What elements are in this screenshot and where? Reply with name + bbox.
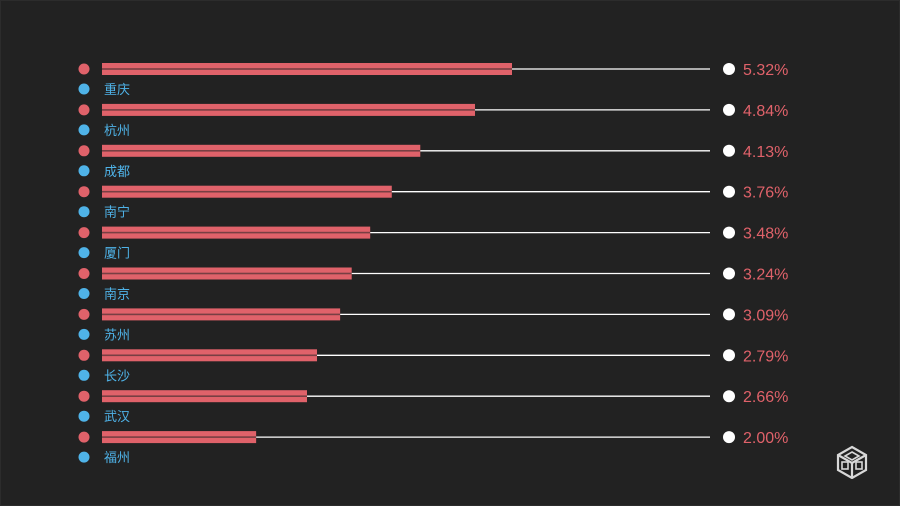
category-marker-dot [78,83,90,95]
category-label: 重庆 [104,82,130,98]
value-label: 4.13% [743,144,788,161]
bar-stripe [102,190,392,193]
value-label: 3.76% [743,185,788,202]
category-label: 厦门 [104,247,130,262]
bar-stripe [102,109,476,111]
value-label: 2.00% [743,430,788,447]
bar-stripe [102,436,257,438]
bar-marker-dot [78,104,90,116]
bar-marker-dot [78,349,90,361]
end-dot [723,431,735,444]
category-marker-dot [78,328,90,340]
bar-stripe [102,272,352,275]
category-label: 长沙 [104,369,130,384]
bar-row: 3.09% 苏州 [78,307,788,343]
end-dot [723,390,735,403]
end-dot [723,185,735,198]
bar-row: 5.32% 重庆 [78,62,788,98]
category-marker-dot [78,451,90,463]
bar-marker-dot [78,431,90,443]
end-dot [723,349,735,362]
bar-marker-dot [78,268,90,279]
bar-row: 3.48% 厦门 [78,226,788,262]
bar-stripe [102,354,318,357]
bar-row: 3.24% 南京 [78,267,788,303]
end-dot [723,63,735,75]
category-marker-dot [78,206,90,218]
value-label: 3.09% [743,307,788,324]
bar-marker-dot [78,390,90,402]
category-label: 福州 [104,451,130,466]
bar-stripe [102,231,371,234]
category-marker-dot [78,369,90,381]
bar-row: 4.13% 成都 [78,144,788,180]
category-label: 杭州 [104,124,130,139]
category-marker-dot [78,247,90,259]
cube-logo-icon [836,445,868,479]
category-label: 武汉 [104,410,130,425]
bar-marker-dot [78,186,90,198]
value-label: 2.66% [743,389,788,406]
bar-stripe [102,395,307,397]
bar-stripe [102,313,341,316]
value-label: 3.24% [743,267,788,284]
bar-row: 3.76% 南宁 [78,185,788,221]
end-dot [723,103,735,116]
bar-marker-dot [78,63,90,75]
value-label: 5.32% [743,62,788,79]
bar-stripe [102,150,421,152]
category-label: 南宁 [104,205,130,221]
end-dot [723,308,735,321]
bar-stripe [102,68,512,70]
bar-row: 2.66% 武汉 [78,389,788,425]
category-label: 苏州 [104,327,130,343]
value-label: 4.84% [743,103,788,120]
bar-row: 4.84% 杭州 [78,103,788,139]
end-dot [723,226,735,239]
end-dot [723,144,735,157]
bar-marker-dot [78,145,90,157]
bar-marker-dot [78,227,90,239]
bar-row: 2.79% 长沙 [78,348,788,384]
category-marker-dot [78,124,90,136]
category-label: 南京 [104,287,130,303]
bar-marker-dot [78,308,90,320]
value-label: 2.79% [743,348,788,365]
category-marker-dot [78,288,90,299]
category-label: 成都 [104,165,130,180]
end-dot [723,267,735,280]
value-label: 3.48% [743,226,788,243]
bar-row: 2.00% 福州 [78,430,788,466]
category-marker-dot [78,165,90,177]
category-marker-dot [78,410,90,422]
chart-rows: 5.32% 重庆 4.84% 杭州 4.13% 成都 3.76% 南宁 3.48% 厦门 3.24%… [78,62,788,466]
